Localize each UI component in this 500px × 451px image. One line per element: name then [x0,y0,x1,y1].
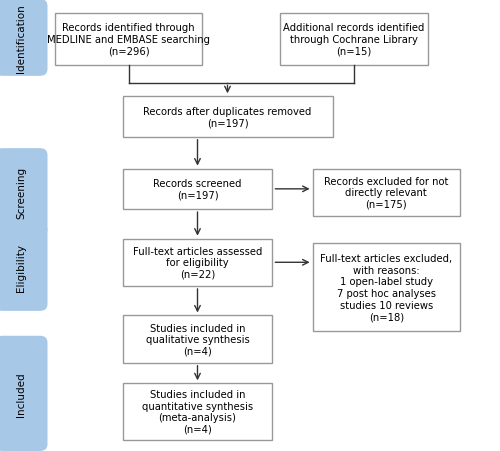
FancyBboxPatch shape [55,14,203,65]
FancyBboxPatch shape [0,336,48,451]
Text: Records excluded for not
directly relevant
(n=175): Records excluded for not directly releva… [324,176,448,209]
FancyBboxPatch shape [280,14,428,65]
Text: Full-text articles assessed
for eligibility
(n=22): Full-text articles assessed for eligibil… [133,246,262,279]
FancyBboxPatch shape [312,244,460,331]
Text: Records identified through
MEDLINE and EMBASE searching
(n=296): Records identified through MEDLINE and E… [47,23,210,56]
Text: Records after duplicates removed
(n=197): Records after duplicates removed (n=197) [144,106,312,128]
FancyBboxPatch shape [122,316,272,363]
FancyBboxPatch shape [122,97,332,138]
Text: Screening: Screening [16,167,26,219]
FancyBboxPatch shape [0,0,48,77]
Text: Included: Included [16,371,26,416]
FancyBboxPatch shape [122,169,272,210]
Text: Identification: Identification [16,4,26,73]
Text: Full-text articles excluded,
with reasons:
1 open-label study
7 post hoc analyse: Full-text articles excluded, with reason… [320,253,452,322]
FancyBboxPatch shape [122,383,272,440]
Text: Eligibility: Eligibility [16,243,26,291]
Text: Records screened
(n=197): Records screened (n=197) [153,179,242,200]
FancyBboxPatch shape [0,149,48,237]
FancyBboxPatch shape [122,239,272,286]
FancyBboxPatch shape [0,223,48,311]
Text: Studies included in
qualitative synthesis
(n=4): Studies included in qualitative synthesi… [146,323,250,356]
FancyBboxPatch shape [312,169,460,216]
Text: Studies included in
quantitative synthesis
(meta-analysis)
(n=4): Studies included in quantitative synthes… [142,389,253,434]
Text: Additional records identified
through Cochrane Library
(n=15): Additional records identified through Co… [283,23,424,56]
